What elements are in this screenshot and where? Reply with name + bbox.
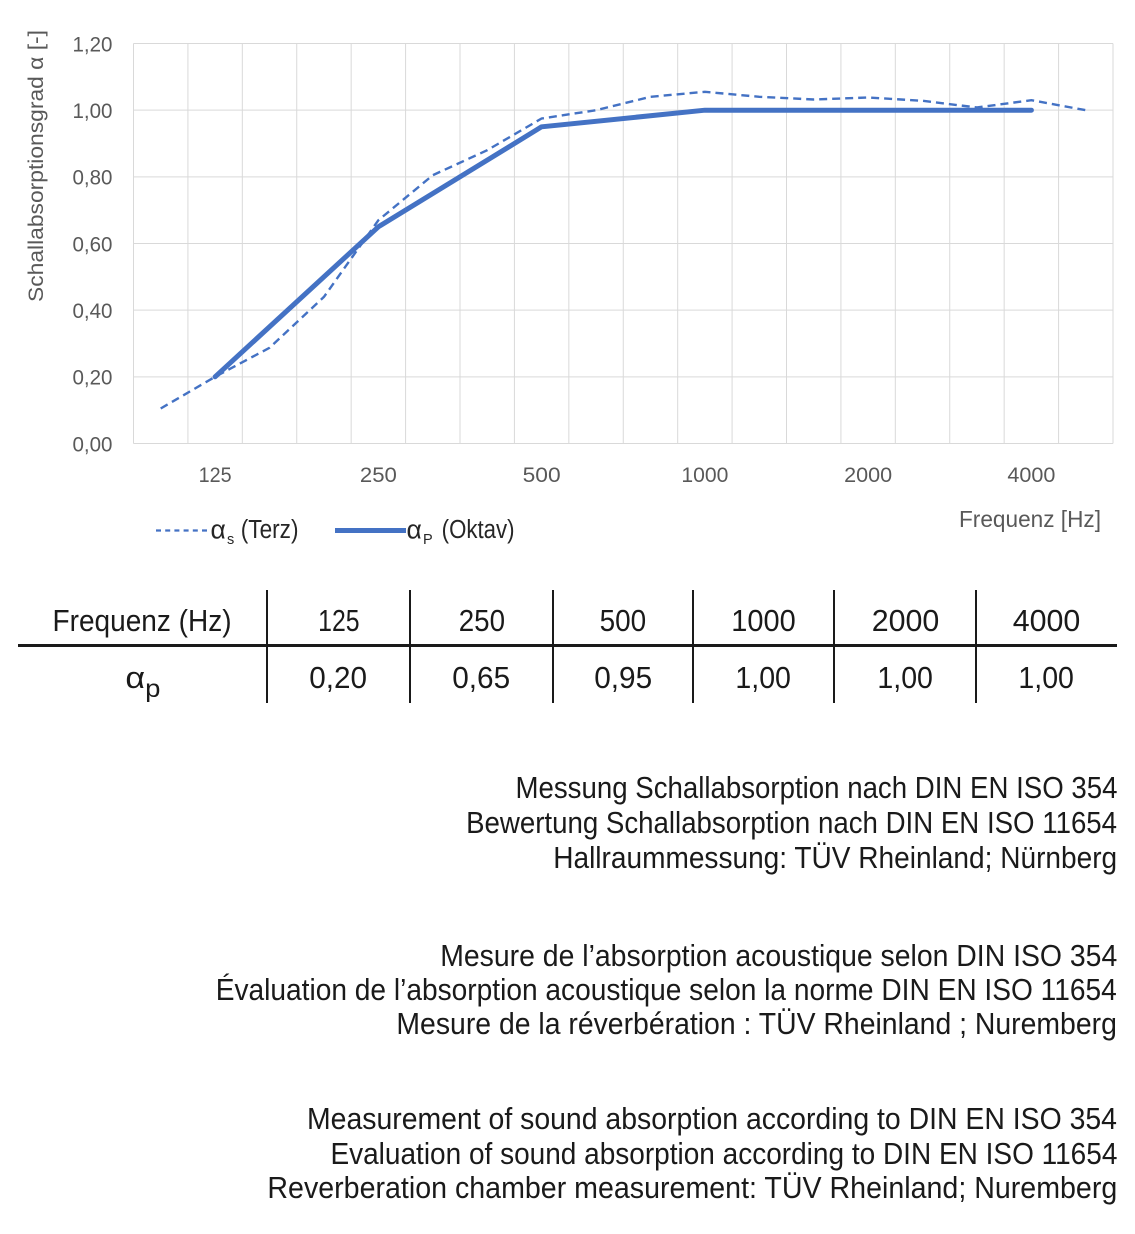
svg-text:Schallabsorptionsgrad α [-]: Schallabsorptionsgrad α [-] [24,30,48,302]
svg-text:α: α [407,515,422,545]
svg-text:0,00: 0,00 [73,432,113,456]
svg-text:(Terz): (Terz) [235,516,299,544]
svg-text:4000: 4000 [1007,463,1055,487]
svg-text:Frequenz [Hz]: Frequenz [Hz] [959,506,1101,532]
svg-text:125: 125 [199,463,232,487]
svg-text:1000: 1000 [681,463,728,487]
svg-text:(Oktav): (Oktav) [436,516,515,544]
svg-text:0,60: 0,60 [73,232,113,256]
svg-text:0,80: 0,80 [73,166,113,190]
svg-text:2000: 2000 [844,463,892,487]
svg-text:0,20: 0,20 [73,366,113,390]
svg-text:250: 250 [360,463,397,487]
svg-text:0,40: 0,40 [73,299,113,323]
svg-text:α: α [211,515,226,545]
svg-text:P: P [423,532,433,548]
svg-text:1,00: 1,00 [73,99,113,123]
svg-text:1,20: 1,20 [73,32,113,56]
svg-text:s: s [227,532,234,548]
svg-text:500: 500 [523,463,561,487]
